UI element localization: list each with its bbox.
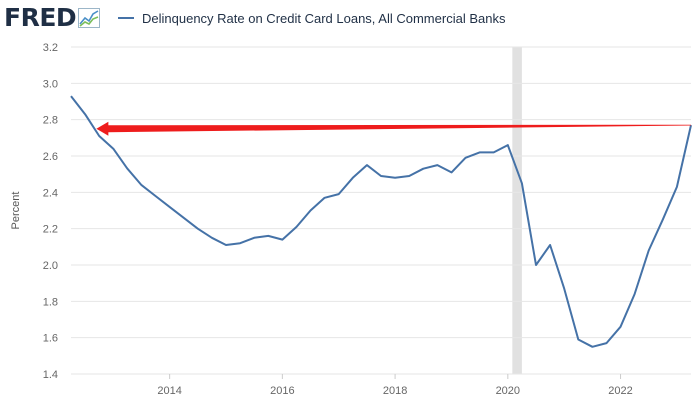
x-tick-label: 2018	[383, 385, 407, 397]
y-tick-label: 2.4	[43, 187, 58, 199]
y-tick-label: 2.6	[43, 151, 58, 163]
legend-swatch	[118, 17, 134, 19]
x-tick-label: 2022	[608, 385, 632, 397]
chart-legend: Delinquency Rate on Credit Card Loans, A…	[118, 8, 505, 28]
x-tick-label: 2014	[157, 385, 181, 397]
x-axis-ticks: 2014 2016 2018 2020 2022	[157, 374, 633, 397]
recession-bands	[512, 47, 522, 374]
legend-series-label: Delinquency Rate on Credit Card Loans, A…	[142, 10, 506, 26]
y-axis-ticks: 1.4 1.6 1.8 2.0 2.2 2.4 2.6 2.8 3.0 3.2	[43, 42, 58, 381]
y-tick-label: 3.0	[43, 78, 58, 90]
y-axis-title: Percent	[10, 192, 22, 230]
grid-lines	[71, 46, 691, 375]
y-tick-label: 2.8	[43, 115, 58, 127]
annotation-arrow	[96, 121, 691, 136]
y-tick-label: 1.6	[43, 333, 58, 345]
fred-logo-text: FRED	[4, 3, 77, 32]
series-line	[70, 95, 692, 348]
y-tick-label: 1.4	[43, 369, 58, 381]
recession-band	[512, 47, 522, 374]
x-tick-label: 2020	[496, 385, 520, 397]
x-tick-label: 2016	[270, 385, 294, 397]
y-tick-label: 2.0	[43, 260, 58, 272]
line-chart-icon	[78, 8, 101, 28]
series-lines	[70, 95, 692, 348]
y-tick-label: 2.2	[43, 224, 58, 236]
y-tick-label: 1.8	[43, 296, 58, 308]
annotations	[96, 121, 691, 136]
fred-logo[interactable]: FRED	[4, 3, 101, 32]
y-tick-label: 3.2	[43, 42, 58, 54]
